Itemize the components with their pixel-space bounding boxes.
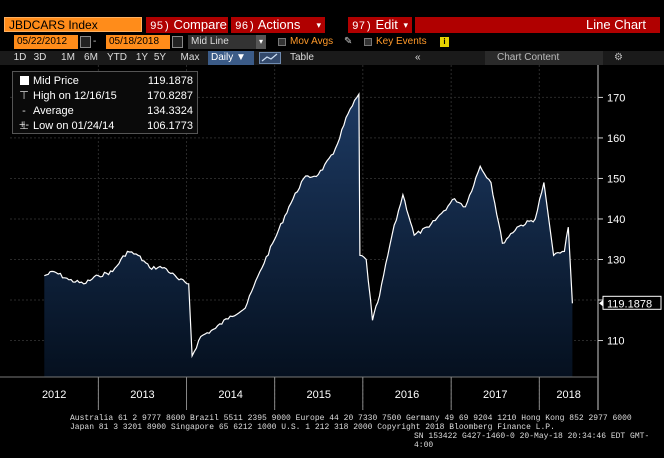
y-tick-label: 170 — [607, 92, 625, 104]
x-axis: 2012 2013 2014 2015 2016 2017 2018 — [0, 376, 598, 410]
legend-average: -+- Average 134.3324 — [17, 104, 195, 131]
frequency-label: Daily — [211, 52, 234, 63]
start-date-field[interactable]: 05/22/2012 — [14, 35, 78, 49]
chart-kind-label: Line Chart — [415, 17, 660, 33]
info-icon[interactable]: i — [440, 37, 449, 47]
average-marker-icon: -+- — [19, 105, 30, 131]
actions-label: Actions — [257, 17, 301, 32]
date-separator: - — [93, 36, 97, 47]
legend-value: 106.1773 — [147, 120, 193, 132]
y-tick-label: 130 — [607, 254, 625, 266]
chart-content-button[interactable]: Chart Content — [485, 51, 603, 65]
legend-mid-price: Mid Price 119.1878 — [17, 74, 195, 88]
collapse-icon[interactable]: « — [415, 52, 421, 63]
chevron-down-icon[interactable]: ▾ — [256, 35, 266, 49]
legend-value: 134.3324 — [147, 105, 193, 117]
compare-button[interactable]: 95) Compare — [146, 17, 228, 33]
high-marker-icon: ⊤ — [19, 90, 29, 102]
period-toolbar: 1D 3D 1M 6M YTD 1Y 5Y Max Daily ▼ Table … — [0, 51, 664, 65]
footer-phones-2: Japan 81 3 3201 8900 Singapore 65 6212 1… — [70, 423, 555, 432]
period-ytd[interactable]: YTD — [107, 52, 127, 63]
period-1m[interactable]: 1M — [61, 52, 75, 63]
mov-avgs-checkbox[interactable] — [278, 38, 286, 46]
chevron-down-icon: ▾ — [316, 20, 321, 30]
actions-num: 96) — [235, 21, 255, 33]
white-square-icon — [20, 76, 29, 85]
x-tick-label: 2016 — [395, 389, 419, 401]
period-6m[interactable]: 6M — [84, 52, 98, 63]
x-tick-label: 2012 — [42, 389, 66, 401]
chevron-down-icon: ▾ — [403, 20, 408, 30]
x-tick-label: 2013 — [130, 389, 154, 401]
y-tick-label: 140 — [607, 214, 625, 226]
title-bar: JBDCARS Index 95) Compare 96) Actions ▾ … — [0, 0, 664, 34]
mov-avgs-label: Mov Avgs — [290, 36, 334, 47]
period-1d[interactable]: 1D — [13, 52, 27, 63]
actions-button[interactable]: 96) Actions ▾ — [231, 17, 325, 33]
pencil-icon[interactable]: ✎ — [344, 36, 353, 47]
legend-panel[interactable]: Mid Price 119.1878 ⊤ High on 12/16/15 17… — [12, 71, 198, 134]
gear-icon[interactable]: ⚙ — [614, 52, 623, 63]
ticker-field[interactable]: JBDCARS Index — [4, 17, 142, 32]
table-button[interactable]: Table — [290, 52, 314, 63]
period-5y[interactable]: 5Y — [153, 52, 167, 63]
calendar-icon[interactable] — [172, 36, 183, 48]
footer-session: SN 153422 G427-1460-0 20-May-18 20:34:46… — [414, 432, 650, 450]
legend-value: 119.1878 — [147, 75, 193, 87]
low-marker-icon: ⊥ — [19, 120, 29, 132]
footer-phones-1: Australia 61 2 9777 8600 Brazil 5511 239… — [70, 414, 632, 423]
period-max[interactable]: Max — [180, 52, 200, 63]
field-select[interactable]: Mid Line — [188, 35, 264, 49]
edit-num: 97) — [352, 21, 372, 33]
legend-high: ⊤ High on 12/16/15 170.8287 — [17, 89, 195, 103]
x-tick-label: 2014 — [218, 389, 242, 401]
x-tick-label: 2018 — [556, 389, 580, 401]
price-chart[interactable]: 110120130140150160170 201220132014201520… — [0, 65, 664, 410]
key-events-label: Key Events — [376, 36, 427, 47]
legend-low: ⊥ Low on 01/24/14 106.1773 — [17, 119, 195, 133]
frequency-select[interactable]: Daily ▼ — [208, 51, 254, 65]
legend-label: Average — [33, 105, 74, 117]
y-tick-label: 160 — [607, 133, 625, 145]
legend-label: Mid Price — [33, 75, 79, 87]
last-price-box — [602, 295, 662, 310]
chevron-down-icon: ▼ — [236, 52, 246, 63]
line-chart-icon[interactable] — [259, 52, 281, 64]
price-area — [44, 94, 573, 377]
compare-num: 95) — [150, 21, 170, 33]
compare-label: Compare — [173, 17, 227, 32]
date-toolbar: 05/22/2012 - 05/18/2018 Mid Line ▾ Mov A… — [0, 35, 664, 49]
period-3d[interactable]: 3D — [33, 52, 47, 63]
end-date-field[interactable]: 05/18/2018 — [106, 35, 170, 49]
y-tick-label: 150 — [607, 173, 625, 185]
legend-value: 170.8287 — [147, 90, 193, 102]
last-price-label: 119.1878 — [607, 298, 652, 310]
edit-label: Edit — [375, 17, 398, 32]
key-events-checkbox[interactable] — [364, 38, 372, 46]
legend-label: High on 12/16/15 — [33, 90, 117, 102]
edit-button[interactable]: 97) Edit ▾ — [348, 17, 412, 33]
legend-label: Low on 01/24/14 — [33, 120, 115, 132]
y-tick-label: 110 — [607, 336, 625, 348]
x-tick-label: 2017 — [483, 389, 507, 401]
footer: Australia 61 2 9777 8600 Brazil 5511 239… — [0, 410, 664, 458]
y-axis: 110120130140150160170 — [597, 65, 625, 410]
period-1y[interactable]: 1Y — [135, 52, 149, 63]
x-tick-label: 2015 — [306, 389, 330, 401]
price-line — [44, 92, 573, 359]
calendar-icon[interactable] — [80, 36, 91, 48]
last-price-marker: 119.1878 — [599, 295, 662, 310]
